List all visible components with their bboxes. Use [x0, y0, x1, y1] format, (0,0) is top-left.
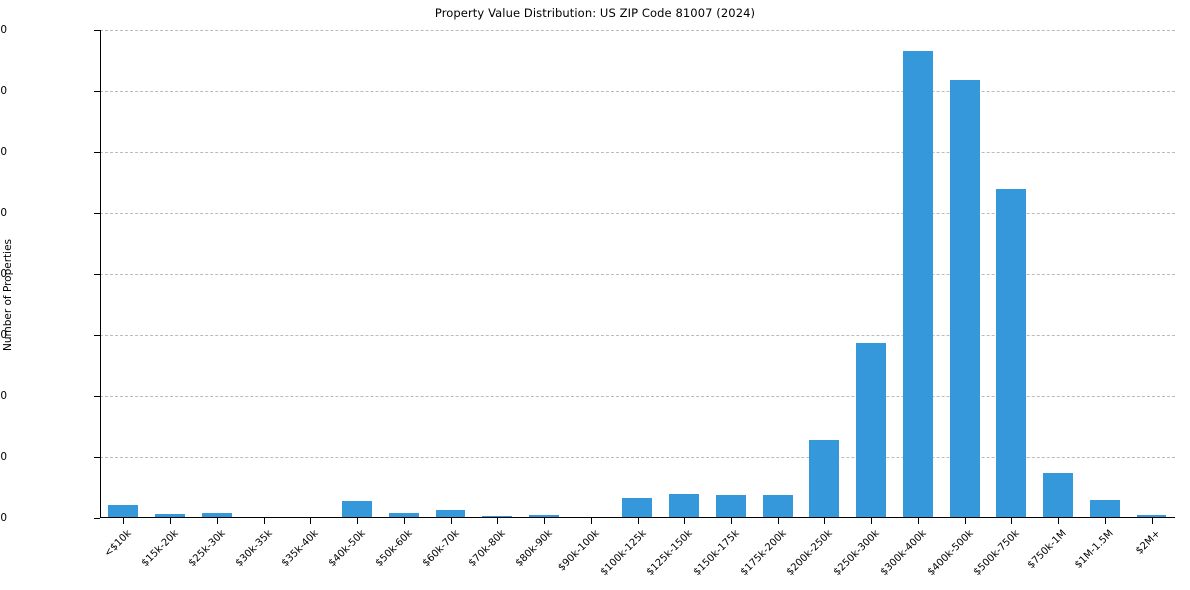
bar[interactable]: [529, 515, 559, 518]
bar[interactable]: [342, 501, 372, 518]
bar[interactable]: [622, 498, 653, 518]
y-axis-tick-mark: [94, 335, 100, 336]
bar-slot: [848, 30, 895, 518]
bar-slot: [100, 30, 147, 518]
bar-slot: [801, 30, 848, 518]
x-axis-tick-mark: [777, 518, 779, 524]
chart-title: Property Value Distribution: US ZIP Code…: [434, 6, 756, 20]
y-axis-tick-mark: [94, 30, 100, 31]
y-axis-tick-label: 2,000: [0, 207, 7, 219]
bar[interactable]: [715, 495, 746, 518]
y-axis-tick-label: 0: [0, 512, 7, 524]
x-axis-tick-mark: [170, 518, 172, 524]
x-axis-tick-mark: [917, 518, 919, 524]
x-axis-tick-label: <$10k: [102, 528, 135, 560]
y-axis-tick-label: 800: [0, 390, 7, 402]
x-axis-tick-mark: [216, 518, 218, 524]
x-axis-tick-mark: [730, 518, 732, 524]
gridline: [100, 274, 1175, 275]
bar[interactable]: [996, 188, 1027, 518]
bar[interactable]: [201, 513, 232, 518]
gridline: [100, 213, 1175, 214]
gridline: [100, 30, 1175, 31]
bar-slot: [521, 30, 568, 518]
x-axis-tick-mark: [450, 518, 452, 524]
y-axis-tick-mark: [94, 457, 100, 458]
bar[interactable]: [902, 51, 933, 518]
bar-series: [100, 30, 1175, 518]
x-axis-tick-mark: [1058, 518, 1060, 524]
y-axis-tick-mark: [94, 91, 100, 92]
y-axis-tick-label: 3,200: [0, 24, 7, 36]
bar-slot: [614, 30, 661, 518]
x-axis-tick-mark: [123, 518, 125, 524]
x-axis-tick-mark: [871, 518, 873, 524]
gridline: [100, 152, 1175, 153]
y-axis-tick-label: 2,800: [0, 85, 7, 97]
x-axis-tick-mark: [497, 518, 499, 524]
x-axis-tick-mark: [310, 518, 312, 524]
bar[interactable]: [762, 495, 793, 518]
gridline: [100, 91, 1175, 92]
x-axis-tick-mark: [544, 518, 546, 524]
plot-area: [100, 30, 1175, 518]
y-axis-tick-label: 2,400: [0, 146, 7, 158]
bar-slot: [147, 30, 194, 518]
y-axis-label: Number of Properties: [2, 238, 14, 352]
x-axis-tick-mark: [590, 518, 592, 524]
x-axis-tick-mark: [403, 518, 405, 524]
x-axis-tick-mark: [1104, 518, 1106, 524]
x-axis-tick-mark: [1151, 518, 1153, 524]
x-axis-tick-mark: [964, 518, 966, 524]
bar[interactable]: [1089, 499, 1120, 518]
bar-slot: [988, 30, 1035, 518]
y-axis-tick-mark: [94, 274, 100, 275]
x-axis-tick-mark: [357, 518, 359, 524]
y-axis-tick-mark: [94, 518, 100, 519]
bar[interactable]: [1043, 473, 1073, 518]
x-axis-tick-mark: [684, 518, 686, 524]
y-axis-tick-label: 400: [0, 451, 7, 463]
bar-slot: [708, 30, 755, 518]
bar[interactable]: [155, 514, 186, 518]
y-axis-tick-mark: [94, 396, 100, 397]
bar-slot: [1081, 30, 1128, 518]
x-axis-tick-mark: [637, 518, 639, 524]
gridline: [100, 396, 1175, 397]
bar[interactable]: [669, 494, 700, 518]
bar-slot: [941, 30, 988, 518]
x-axis-tick-mark: [263, 518, 265, 524]
gridline: [100, 457, 1175, 458]
x-axis-tick-mark: [1011, 518, 1013, 524]
bar-slot: [661, 30, 708, 518]
bar-slot: [1035, 30, 1082, 518]
plot-axes-frame: [100, 30, 1175, 518]
bar-slot: [754, 30, 801, 518]
bar-slot: [1128, 30, 1175, 518]
bar[interactable]: [809, 440, 840, 518]
bar[interactable]: [108, 505, 139, 518]
bar[interactable]: [435, 509, 466, 518]
bar-slot: [193, 30, 240, 518]
bar-slot: [380, 30, 427, 518]
bar-slot: [334, 30, 381, 518]
bar-slot: [894, 30, 941, 518]
y-axis-tick-mark: [94, 152, 100, 153]
y-axis-tick-label: 1,200: [0, 329, 7, 341]
bar[interactable]: [856, 342, 887, 518]
x-axis-tick-mark: [824, 518, 826, 524]
bar[interactable]: [388, 513, 419, 518]
bar[interactable]: [949, 80, 980, 518]
gridline: [100, 335, 1175, 336]
bar[interactable]: [1136, 514, 1167, 518]
bar-slot: [427, 30, 474, 518]
y-axis-tick-label: 1,600: [0, 268, 7, 280]
y-axis-tick-mark: [94, 213, 100, 214]
